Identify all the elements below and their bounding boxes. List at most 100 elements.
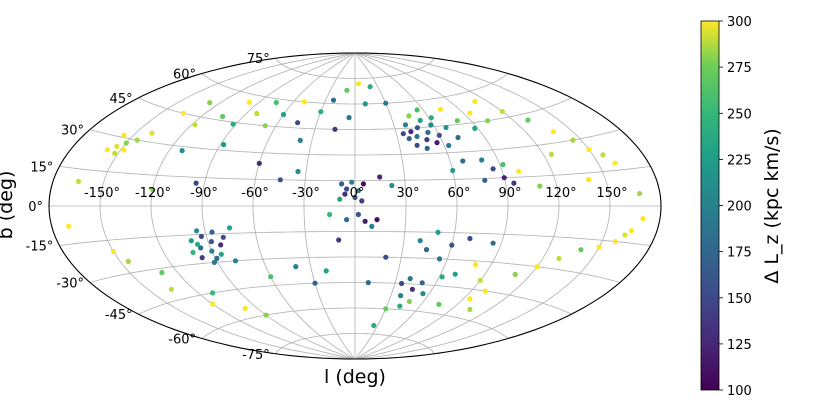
data-point [472,125,478,131]
y-tick-label: 45° [110,92,133,107]
data-point [179,148,185,154]
data-point [473,262,479,268]
data-point [209,248,215,254]
x-tick-label: 30° [396,186,419,201]
data-point [612,238,619,245]
data-point [596,244,602,250]
data-point [446,142,452,149]
colorbar-tick-label: 225 [727,153,752,168]
data-point [414,142,420,148]
data-point [398,293,404,299]
data-point [344,186,350,192]
data-point [408,129,414,135]
y-tick-label: -45° [105,308,133,323]
x-tick-label: 120° [545,186,576,201]
data-point [477,277,483,283]
data-point [214,255,220,261]
data-point [110,248,116,255]
y-tick-label: -15° [26,240,54,255]
data-point [210,301,216,307]
data-point [75,178,82,184]
graticule [49,52,661,360]
data-point [355,211,361,218]
parallel-line [201,307,509,339]
x-tick-label: 60° [447,186,470,201]
y-tick-label: -30° [56,277,84,292]
data-point [295,168,301,175]
scatter-points [66,81,646,329]
data-point [330,97,337,103]
y-tick-label: -75° [242,348,270,363]
data-point [193,180,199,186]
data-point [66,223,72,229]
parallel-line [89,129,621,156]
data-point [537,183,543,189]
data-point [467,296,473,302]
data-point [149,130,155,136]
data-point [355,81,362,87]
data-point [226,225,233,231]
data-point [414,133,420,140]
data-point [455,134,461,141]
latitude-tick-labels: 75° 60° 45° 30° 15° 0° -15° -30° -45° -60° -75° [26,52,270,363]
data-point [443,124,449,131]
data-point [168,286,174,292]
data-point [377,174,383,180]
data-point [425,129,431,135]
data-point [194,228,200,234]
data-point [301,99,307,105]
data-point [293,264,299,270]
x-tick-label: -60° [241,186,269,201]
data-point [209,229,215,235]
data-point [104,147,110,153]
data-point [499,108,505,115]
parallel-line [138,97,572,130]
data-point [450,167,456,174]
data-point [344,217,350,223]
data-point [369,223,375,229]
colorbar-tick-label: 250 [727,107,752,122]
data-point [220,113,226,120]
data-point [134,137,140,143]
data-point [428,115,434,121]
colorbar-label: Δ L_z (kpc km/s) [761,128,783,283]
data-point [512,271,518,278]
data-point [511,180,517,186]
data-point [218,251,224,257]
data-point [362,218,368,224]
data-point [336,237,342,243]
data-point [210,290,216,296]
data-point [318,109,324,115]
x-axis-label: l (deg) [324,366,386,388]
data-point [208,239,214,245]
data-point [218,242,224,248]
data-point [436,256,443,262]
colorbar [700,20,720,391]
data-point [414,125,420,131]
parallel-line [59,166,651,181]
y-tick-label: 15° [30,160,53,175]
x-tick-label: 90° [498,186,521,201]
data-point [406,113,412,119]
data-point [485,118,491,124]
data-point [534,264,540,270]
data-point [220,234,226,240]
data-point [374,217,380,223]
data-point [230,121,236,127]
data-point [434,140,440,146]
x-tick-label: -120° [135,186,171,201]
data-point [339,181,345,187]
data-point [181,110,187,116]
data-point [355,188,361,194]
data-point [383,306,389,312]
data-point [490,240,496,246]
data-point [365,280,371,286]
data-point [198,245,204,251]
x-tick-label: 0° [350,186,365,201]
y-axis-label: b (deg) [0,171,17,240]
data-point [362,101,368,107]
data-point [262,123,268,129]
data-point [628,228,635,234]
data-point [367,84,373,90]
data-point [397,303,403,309]
